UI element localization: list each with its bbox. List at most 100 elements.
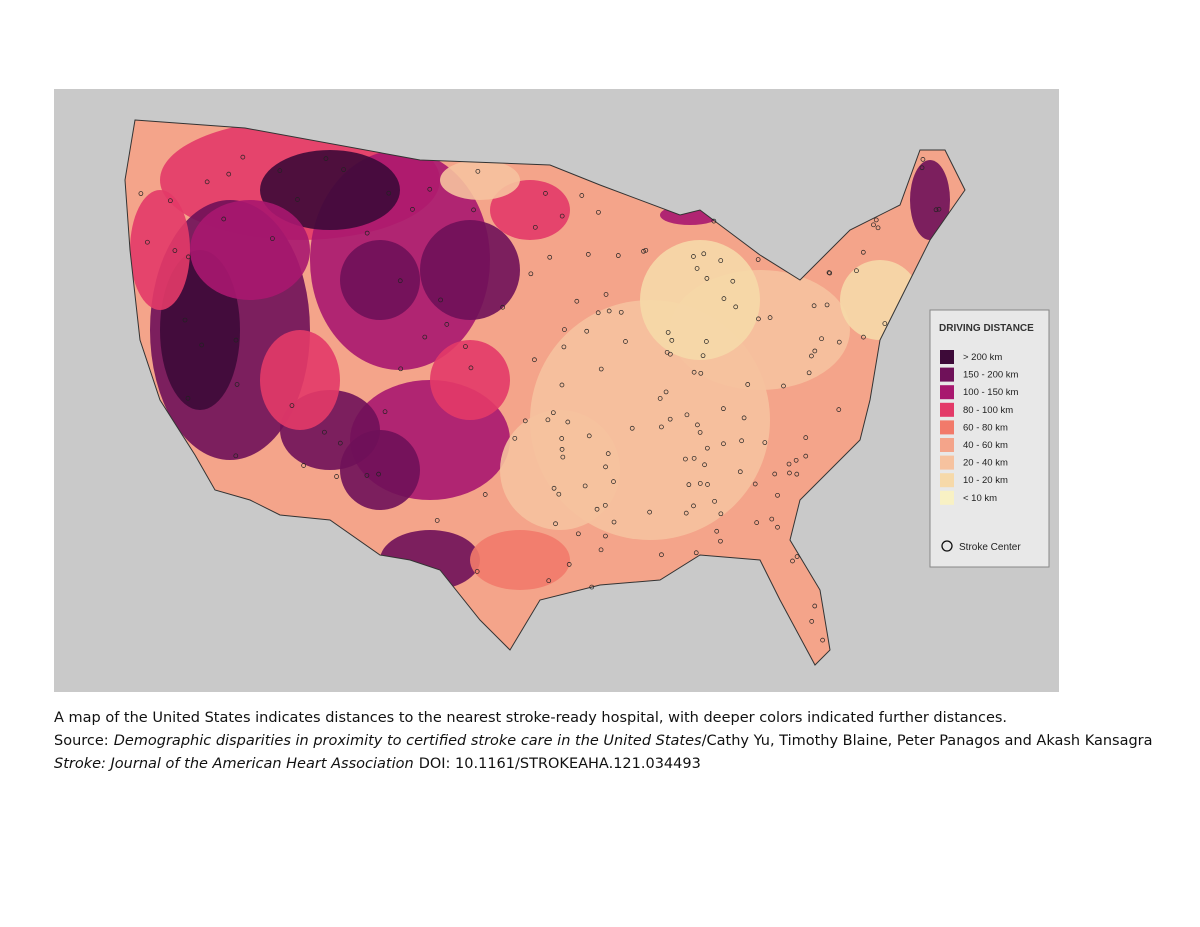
stroke-center <box>618 309 624 315</box>
stroke-center <box>598 547 604 553</box>
stroke-center <box>579 193 585 198</box>
legend-swatch <box>940 455 954 470</box>
stroke-center <box>566 562 572 567</box>
stroke-center <box>657 396 663 401</box>
stroke-center <box>560 454 566 460</box>
legend-items: > 200 km 150 - 200 km 100 - 150 km 80 - 100… <box>940 350 1019 505</box>
stroke-center <box>714 528 720 534</box>
stroke-center <box>730 278 736 284</box>
stroke-center <box>641 248 646 254</box>
stroke-center <box>871 222 876 228</box>
authors: /Cathy Yu, Timothy Blaine, Peter Panagos… <box>701 733 1153 749</box>
stroke-center <box>289 403 295 408</box>
stroke-center <box>186 254 191 260</box>
stroke-center <box>691 503 696 509</box>
region <box>430 340 510 420</box>
stroke-center <box>826 270 832 275</box>
stroke-center <box>603 464 608 470</box>
stroke-center <box>775 492 780 498</box>
stroke-center <box>475 168 481 174</box>
stroke-center <box>721 296 727 301</box>
stroke-center <box>474 569 480 574</box>
legend-label: 40 - 60 km <box>963 440 1008 451</box>
stroke-center <box>700 353 706 359</box>
stroke-center <box>182 317 188 323</box>
stroke-center <box>936 206 942 212</box>
stroke-center <box>803 453 809 459</box>
legend-label: 150 - 200 km <box>963 370 1019 381</box>
stroke-center <box>565 419 571 425</box>
stroke-center <box>811 303 817 309</box>
stroke-center <box>397 278 403 284</box>
stroke-center <box>434 518 440 523</box>
stroke-center <box>471 207 476 213</box>
stroke-center <box>705 445 710 451</box>
legend-marker-label: Stroke Center <box>959 542 1021 553</box>
region <box>500 410 620 530</box>
stroke-center <box>711 218 717 224</box>
stroke-center <box>756 316 761 322</box>
legend-swatch <box>940 385 954 400</box>
doi: DOI: 10.1161/STROKEAHA.121.034493 <box>418 756 701 772</box>
legend-swatch <box>940 420 954 435</box>
stroke-center <box>812 348 818 354</box>
stroke-center <box>582 483 588 489</box>
stroke-center <box>875 225 881 231</box>
stroke-center <box>683 456 688 462</box>
stroke-center <box>602 502 608 508</box>
stroke-center <box>683 510 689 516</box>
stroke-center <box>561 344 567 350</box>
stroke-center <box>233 337 239 343</box>
stroke-center <box>721 406 726 412</box>
stroke-center <box>185 395 191 401</box>
stroke-center <box>739 438 744 444</box>
region <box>190 200 310 300</box>
stroke-center <box>659 552 664 558</box>
legend-label: > 200 km <box>963 352 1002 363</box>
legend-swatch <box>940 367 954 382</box>
region <box>260 330 340 430</box>
region <box>640 240 760 360</box>
legend-swatch <box>940 402 954 417</box>
stroke-center <box>586 433 592 439</box>
stroke-center <box>233 453 239 459</box>
stroke-center <box>341 167 346 172</box>
stroke-center <box>702 462 707 468</box>
stroke-center <box>667 416 673 422</box>
stroke-center <box>422 334 428 340</box>
stroke-center <box>528 271 534 277</box>
stroke-center <box>543 191 548 196</box>
stroke-center <box>551 485 557 491</box>
stroke-center <box>199 342 205 348</box>
stroke-center <box>629 425 635 431</box>
stroke-center <box>809 619 815 624</box>
stroke-center <box>882 321 888 326</box>
stroke-center <box>697 481 703 486</box>
stroke-center <box>827 270 833 276</box>
stroke-center <box>576 531 581 537</box>
stroke-center <box>718 258 724 263</box>
region <box>490 180 570 240</box>
stroke-center <box>695 422 700 428</box>
stroke-center <box>733 304 739 310</box>
stroke-center <box>691 455 697 461</box>
stroke-center <box>598 366 604 372</box>
stroke-center <box>482 492 488 497</box>
source-label: Source: <box>54 733 109 749</box>
stroke-center <box>873 217 879 223</box>
stroke-center <box>718 511 724 517</box>
stroke-center <box>605 451 611 456</box>
stroke-center <box>919 165 925 171</box>
stroke-center <box>611 519 617 525</box>
stroke-center <box>145 239 150 245</box>
stroke-center <box>860 249 866 255</box>
stroke-center <box>752 481 758 487</box>
stroke-center <box>545 417 551 423</box>
stroke-center <box>769 516 775 522</box>
stroke-center <box>793 457 799 463</box>
stroke-center <box>594 506 600 512</box>
stroke-center <box>623 339 628 344</box>
stroke-center <box>410 206 415 212</box>
caption-line: A map of the United States indicates dis… <box>54 710 1008 726</box>
legend-swatch <box>940 490 954 505</box>
